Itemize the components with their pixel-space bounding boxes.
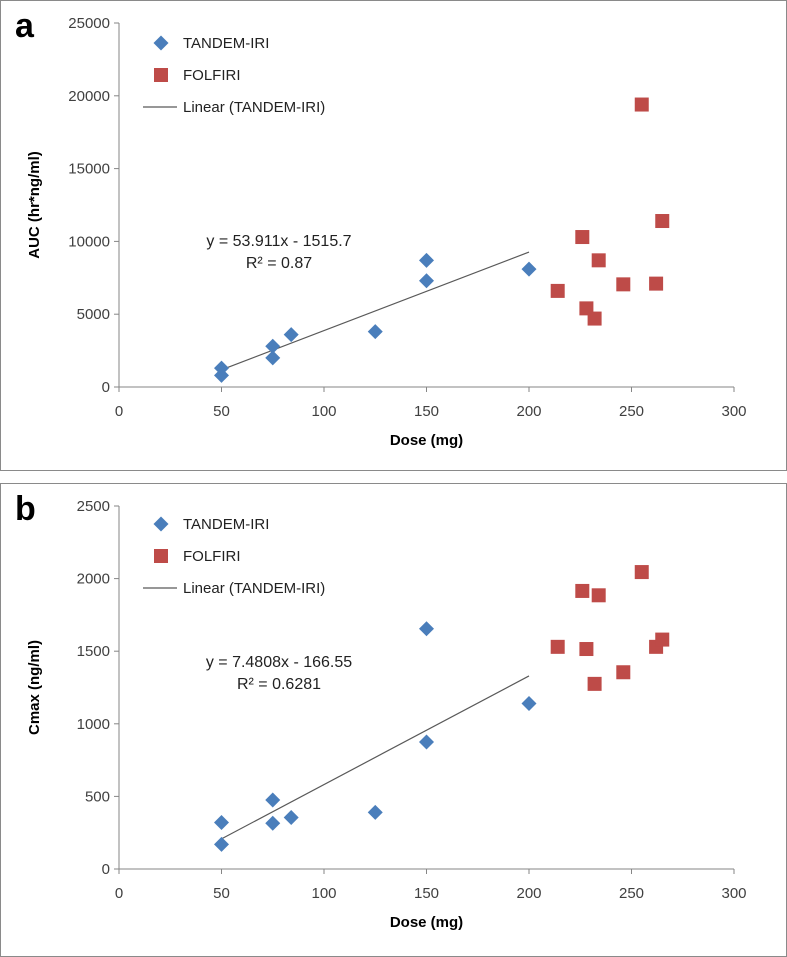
folfiri-point — [591, 588, 606, 603]
tandem-iri-point — [265, 792, 281, 808]
legend-tandem-iri-label: TANDEM-IRI — [183, 516, 269, 533]
tandem-iri-point — [419, 252, 434, 268]
folfiri-point — [550, 639, 565, 654]
folfiri-point — [591, 253, 606, 268]
y-tick-label: 25000 — [68, 15, 110, 32]
y-tick-label: 1000 — [77, 716, 110, 733]
panel-label-b: b — [15, 490, 36, 528]
legend-tandem-iri-label: TANDEM-IRI — [183, 35, 269, 52]
folfiri-point — [579, 642, 594, 657]
tandem-iri-point — [419, 273, 434, 289]
y-tick-label: 10000 — [68, 233, 110, 250]
x-tick-label: 100 — [311, 403, 336, 420]
trendline-r-squared: R² = 0.6281 — [237, 676, 321, 693]
legend-folfiri-marker — [154, 68, 168, 82]
chart-a: 0 5000 10000 15000 20000 25000 0 50 100 150 200 250… — [26, 15, 747, 449]
folfiri-point — [616, 665, 631, 680]
folfiri-point — [587, 311, 602, 326]
y-tick-label: 2500 — [77, 498, 110, 515]
trendline — [221, 675, 530, 840]
tandem-iri-point — [283, 809, 299, 825]
x-tick-label: 0 — [115, 885, 123, 902]
legend-folfiri-label: FOLFIRI — [183, 548, 241, 565]
tandem-iri-point — [214, 836, 229, 852]
folfiri-point — [575, 230, 590, 245]
y-tick-label: 15000 — [68, 161, 110, 178]
y-axis-label: AUC (hr*ng/ml) — [26, 151, 43, 259]
x-tick-label: 50 — [213, 403, 230, 420]
tandem-iri-point — [265, 815, 281, 831]
y-axis-label: Cmax (ng/ml) — [26, 640, 43, 735]
x-tick-label: 50 — [213, 885, 230, 902]
panel-b: b 0 500 1000 1500 2000 2500 0 50 100 150 200 250 300… — [0, 483, 787, 957]
tandem-iri-point — [283, 327, 299, 343]
folfiri-point — [587, 676, 602, 691]
tandem-iri-point — [367, 324, 383, 340]
tandem-iri-point — [367, 804, 383, 820]
y-tick-label: 0 — [102, 379, 110, 396]
x-tick-label: 250 — [619, 885, 644, 902]
tandem-iri-point — [214, 815, 229, 831]
x-tick-label: 0 — [115, 403, 123, 420]
panel-a: a 0 5000 10000 15000 20000 25000 0 50 100 150 200 2… — [0, 0, 787, 471]
legend-tandem-iri-marker — [153, 516, 169, 532]
folfiri-point — [634, 565, 649, 580]
x-tick-label: 150 — [414, 885, 439, 902]
chart-b: 0 500 1000 1500 2000 2500 0 50 100 150 200 250 300 Do… — [26, 498, 747, 931]
folfiri-point — [616, 277, 631, 292]
trendline-equation: y = 7.4808x - 166.55 — [206, 654, 352, 671]
tandem-iri-point — [265, 350, 281, 366]
folfiri-point — [655, 214, 670, 229]
y-tick-label: 500 — [85, 788, 110, 805]
folfiri-point — [550, 283, 565, 298]
x-axis-label: Dose (mg) — [390, 432, 463, 449]
x-tick-label: 300 — [721, 885, 746, 902]
panel-label-a: a — [15, 7, 34, 45]
folfiri-point — [649, 276, 664, 291]
x-tick-label: 250 — [619, 403, 644, 420]
folfiri-point — [634, 97, 649, 112]
legend-folfiri-marker — [154, 549, 168, 563]
tandem-iri-point — [214, 367, 229, 383]
x-tick-label: 150 — [414, 403, 439, 420]
legend-linear-label: Linear (TANDEM-IRI) — [183, 580, 325, 597]
x-tick-label: 100 — [311, 885, 336, 902]
tandem-iri-point — [521, 695, 537, 711]
folfiri-point — [655, 632, 670, 647]
y-tick-label: 20000 — [68, 88, 110, 105]
x-tick-label: 200 — [516, 885, 541, 902]
x-tick-label: 200 — [516, 403, 541, 420]
x-tick-label: 300 — [721, 403, 746, 420]
y-tick-label: 5000 — [77, 306, 110, 323]
legend-folfiri-label: FOLFIRI — [183, 67, 241, 84]
trendline-r-squared: R² = 0.87 — [246, 255, 312, 272]
y-tick-label: 1500 — [77, 643, 110, 660]
tandem-iri-point — [419, 734, 434, 750]
tandem-iri-point — [265, 338, 281, 354]
x-axis-label: Dose (mg) — [390, 914, 463, 931]
tandem-iri-point — [419, 621, 434, 637]
y-tick-label: 0 — [102, 861, 110, 878]
y-tick-label: 2000 — [77, 571, 110, 588]
legend-linear-label: Linear (TANDEM-IRI) — [183, 99, 325, 116]
trendline-equation: y = 53.911x - 1515.7 — [206, 233, 351, 250]
legend-tandem-iri-marker — [153, 35, 169, 51]
folfiri-point — [575, 583, 590, 598]
tandem-iri-point — [521, 261, 537, 277]
